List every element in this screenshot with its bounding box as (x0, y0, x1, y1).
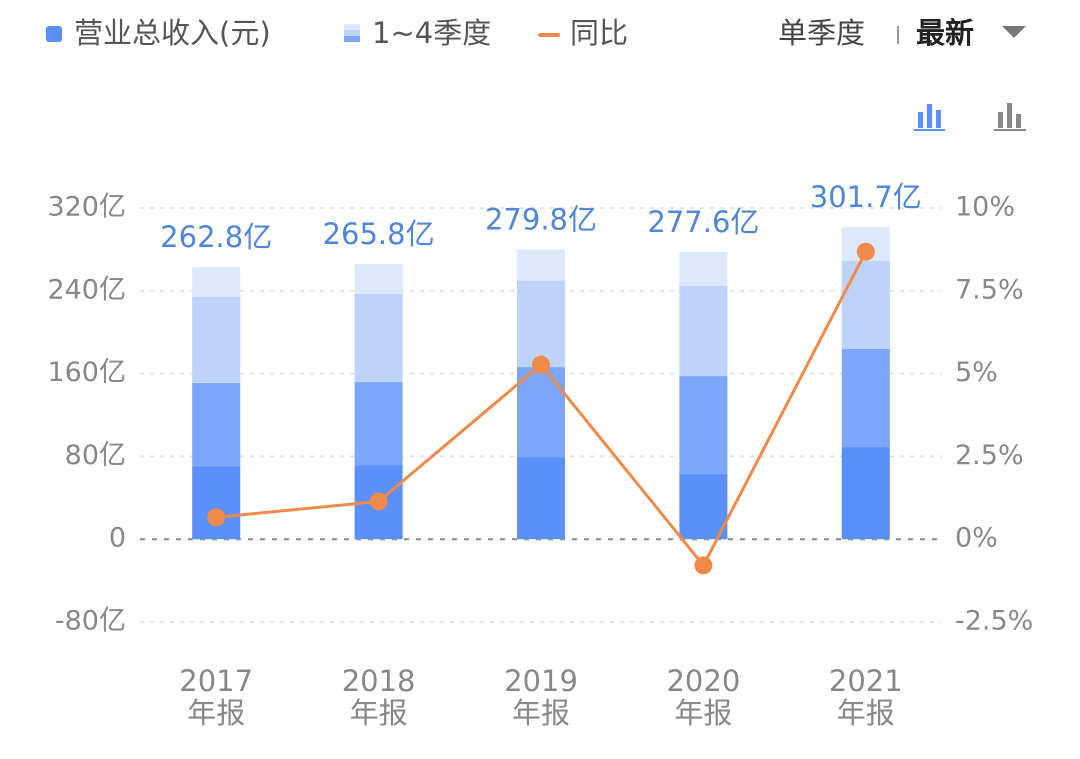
x-tick-label: 2020 (666, 664, 740, 698)
y-tick-label: 240亿 (47, 274, 126, 305)
bar-segment (192, 466, 241, 540)
line-point (694, 556, 713, 575)
bar-segment (517, 457, 565, 540)
y2-tick-label: 0% (955, 523, 998, 554)
stacked-view-icon[interactable] (914, 104, 945, 131)
toggle-option[interactable]: 最新 (916, 16, 974, 50)
y2-tick-label: 7.5% (955, 274, 1024, 305)
bar-segment (679, 474, 728, 540)
x-tick-suffix: 年报 (512, 696, 570, 730)
y2-tick-label: 5% (955, 357, 998, 388)
bar-segment (841, 348, 890, 448)
legend-marker (344, 24, 360, 42)
line-point (856, 242, 875, 261)
value-label: 277.6亿 (647, 205, 759, 239)
value-label: 265.8亿 (323, 217, 435, 251)
y-tick-label: 320亿 (47, 192, 126, 223)
value-label: 279.8亿 (485, 203, 597, 237)
line-point (369, 492, 388, 511)
x-tick-label: 2021 (829, 664, 903, 698)
bar-segment (841, 260, 890, 349)
y-tick-label: -80亿 (55, 606, 126, 637)
x-tick-label: 2017 (179, 664, 253, 698)
legend-label[interactable]: 同比 (570, 16, 628, 50)
value-label: 301.7亿 (810, 180, 922, 214)
bar-segment (354, 294, 403, 383)
y-tick-label: 80亿 (65, 440, 126, 471)
y2-tick-label: 10% (955, 192, 1015, 223)
y2-tick-label: -2.5% (955, 606, 1033, 637)
x-tick-label: 2018 (342, 664, 416, 698)
legend-label[interactable]: 1~4季度 (372, 16, 491, 50)
bar-segment (679, 376, 728, 475)
bar-segment (517, 280, 565, 368)
x-tick-suffix: 年报 (350, 696, 408, 730)
y-tick-label: 160亿 (47, 357, 126, 388)
dropdown-arrow[interactable] (1002, 26, 1026, 38)
bar-segment (192, 297, 241, 384)
x-tick-suffix: 年报 (837, 696, 895, 730)
legend-label[interactable]: 营业总收入(元) (74, 16, 271, 50)
bar-segment (679, 285, 728, 377)
toggle-option[interactable]: 单季度 (778, 16, 865, 50)
x-tick-suffix: 年报 (674, 696, 732, 730)
y-tick-label: 0 (109, 523, 126, 554)
y2-tick-label: 2.5% (955, 440, 1024, 471)
bar-segment (354, 382, 403, 466)
value-label: 262.8亿 (160, 220, 272, 254)
x-tick-label: 2019 (504, 664, 578, 698)
legend-marker (46, 26, 62, 42)
bar-segment (192, 383, 241, 467)
bar-view-icon[interactable] (994, 103, 1026, 131)
line-point (532, 355, 550, 374)
bar-segment (841, 447, 890, 540)
line-point (207, 508, 226, 527)
x-tick-suffix: 年报 (187, 696, 245, 730)
